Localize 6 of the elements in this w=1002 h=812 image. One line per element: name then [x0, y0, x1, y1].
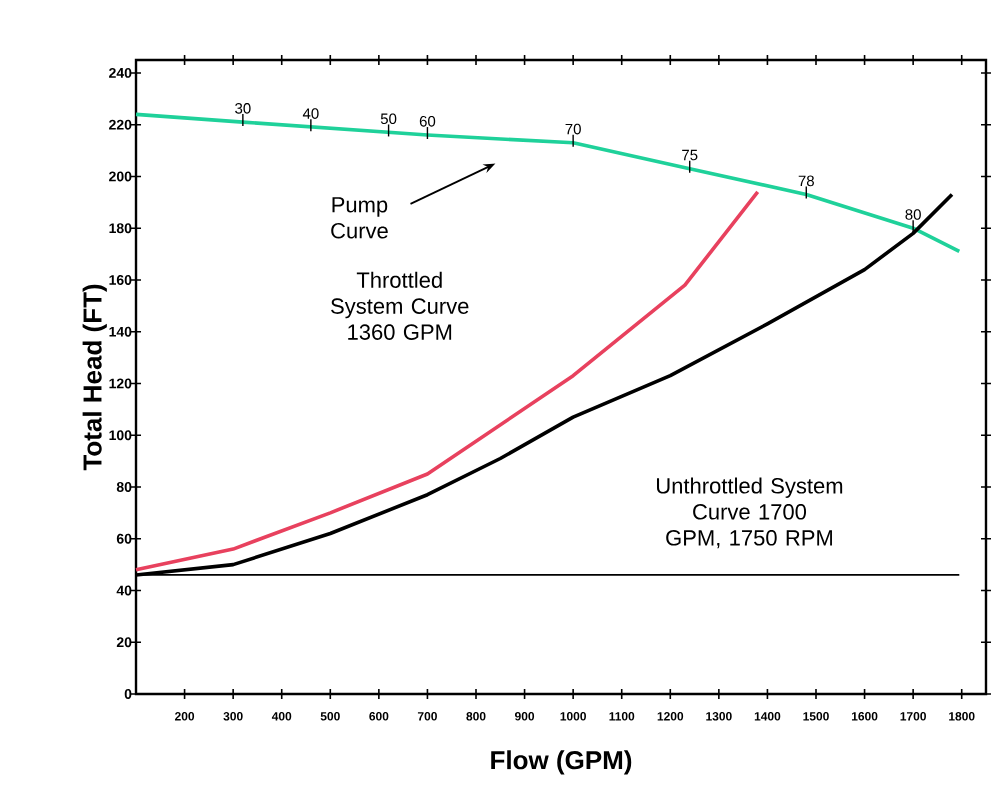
y-axis-title: Total Head (FT) [82, 284, 107, 471]
annotation: Pump Curve [331, 197, 388, 239]
x-axis-title: Flow (GPM) [491, 750, 632, 775]
line-series [134, 112, 962, 254]
annotation: Unthrottled System Curve 1700 GPM, 1750 RPM [657, 477, 843, 549]
annotation: Throttled System Curve 1360 GPM [331, 271, 469, 340]
